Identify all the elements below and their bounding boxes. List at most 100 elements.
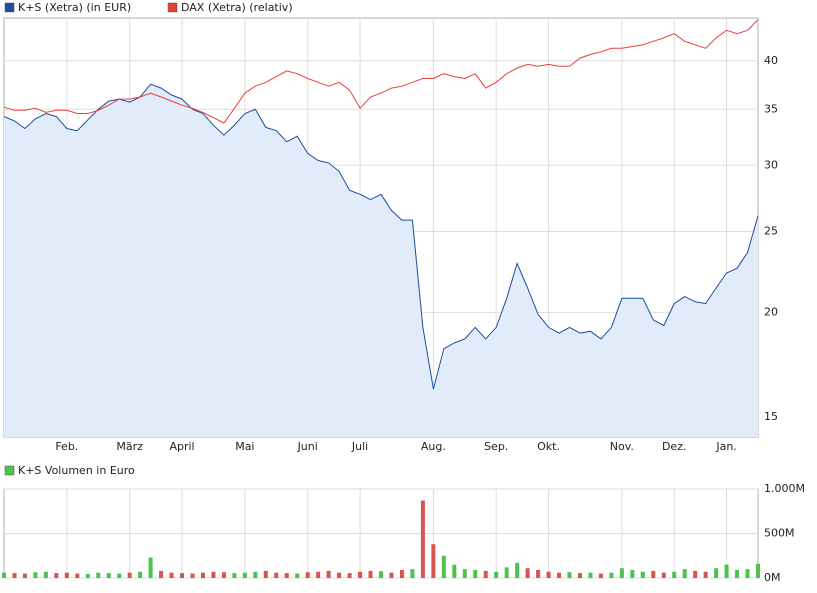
volume-bar [756,563,760,578]
volume-bar [661,572,666,578]
volume-bar [441,555,446,578]
volume-bar [232,573,237,578]
volume-bar [494,571,499,578]
volume-bar [473,569,478,578]
volume-bar [337,572,342,578]
volume-bar [347,573,352,578]
x-tick-label: April [169,440,194,453]
volume-bar [263,570,268,578]
y-tick-label: 35 [764,102,778,115]
volume-bar [714,568,719,578]
y-tick-label: 1.000M [764,482,805,495]
volume-bar [399,569,404,578]
volume-bar [619,568,624,578]
volume-bar [200,572,205,578]
x-tick-label: Aug. [421,440,446,453]
volume-bar [242,572,247,578]
volume-bar [148,557,153,578]
volume-bar [410,569,415,578]
volume-bar [462,569,467,578]
x-tick-label: Nov. [610,440,634,453]
x-tick-label: Juni [297,440,318,453]
x-tick-label: Jan. [715,440,736,453]
volume-bar [211,571,216,578]
volume-bar [326,570,331,578]
x-tick-label: Dez. [662,440,687,453]
volume-bar [284,573,289,578]
volume-bar [127,572,132,578]
volume-bar [190,573,195,578]
volume-bar [693,570,698,578]
volume-bar [379,571,383,578]
x-tick-label: Feb. [55,440,78,453]
volume-bar [253,571,258,578]
volume-bar [483,570,488,578]
volume-bar [431,544,436,578]
x-tick-label: Okt. [537,440,560,453]
volume-bar [672,571,677,578]
volume-bar [577,573,582,578]
volume-bar [180,573,185,578]
volume-bar [703,571,708,578]
volume-bar [609,572,614,578]
volume-bar [651,570,656,578]
volume-bar [682,569,687,578]
volume-bar [745,569,750,578]
volume-bar [117,573,122,578]
volume-bar [389,572,394,578]
y-tick-label: 40 [764,54,778,67]
volume-bar [546,571,551,578]
volume-bar [724,564,729,578]
legend-swatch [4,2,15,13]
volume-bar [735,569,740,578]
volume-bar [54,573,59,578]
volume-bar [515,562,520,578]
legend-label: K+S Volumen in Euro [18,464,135,477]
legend-swatch [4,465,15,476]
area [4,84,758,437]
volume-bar [221,572,226,578]
volume-bar [33,572,38,578]
legend-swatch [167,2,178,13]
legend-label: K+S (Xetra) (in EUR) [18,1,131,14]
line [3,19,759,124]
volume-bar [75,573,80,578]
volume-bar [295,573,300,578]
volume-bar [630,569,635,578]
volume-bar [12,573,17,578]
volume-bar [640,571,645,578]
x-tick-label: Juli [351,440,368,453]
legend-label: DAX (Xetra) (relativ) [181,1,293,14]
volume-bar [96,572,101,578]
y-tick-label: 15 [764,410,778,423]
volume-bar [64,572,69,578]
y-tick-label: 0M [764,571,781,584]
volume-bar [274,572,279,578]
volume-bar [138,571,143,578]
volume-bar [305,572,310,578]
x-tick-label: März [116,440,143,453]
y-tick-label: 500M [764,527,795,540]
volume-bar [316,571,321,578]
y-tick-label: 30 [764,158,778,171]
x-tick-label: Mai [235,440,254,453]
volume-bar [159,570,164,578]
volume-bar [504,567,509,578]
volume-bar [452,564,457,578]
volume-bar [358,571,363,578]
volume-bar [43,571,48,578]
x-tick-label: Sep. [484,440,508,453]
volume-bar [557,572,562,578]
y-tick-label: 25 [764,225,778,238]
volume-bar [2,572,6,578]
y-tick-label: 20 [764,306,778,319]
volume-bar [536,569,541,578]
volume-bar [588,572,593,578]
volume-bar [22,573,27,578]
volume-bar [598,573,603,578]
line [3,83,759,390]
volume-bar [106,573,111,578]
volume-bar [420,500,425,578]
